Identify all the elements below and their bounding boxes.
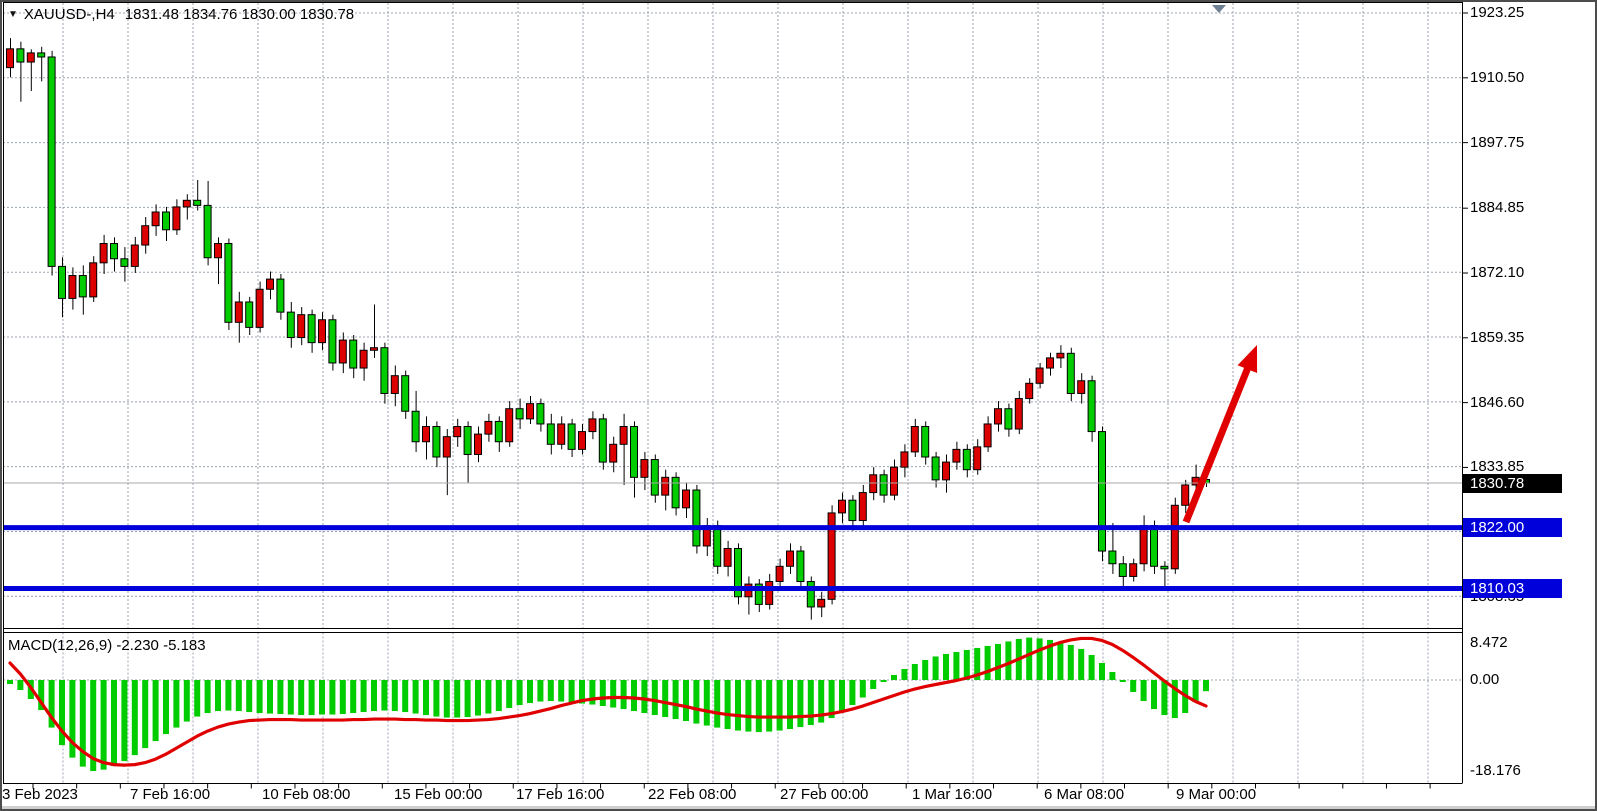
support-level-badge-1810: 1810.03 bbox=[1463, 578, 1562, 598]
window-border-bottom bbox=[0, 809, 1597, 811]
time-axis[interactable] bbox=[0, 784, 1597, 806]
chart-title-ohlc: 1831.48 1834.76 1830.00 1830.78 bbox=[124, 6, 355, 23]
window-border-right bbox=[1595, 0, 1597, 811]
window-border-left bbox=[0, 0, 2, 811]
window-resize-strip bbox=[0, 806, 1597, 809]
symbol-marker-icon: ▼ bbox=[8, 9, 18, 20]
support-level-badge-1822: 1822.00 bbox=[1463, 518, 1562, 538]
bid-price-badge: 1830.78 bbox=[1463, 473, 1562, 493]
chart-title: ▼ XAUUSD-,H4 1831.48 1834.76 1830.00 1830.… bbox=[8, 6, 354, 23]
price-axis[interactable] bbox=[1463, 2, 1597, 783]
price-chart-panel[interactable] bbox=[3, 2, 1462, 629]
macd-indicator-label: MACD(12,26,9) -2.230 -5.183 bbox=[8, 637, 206, 654]
chart-title-symbol: XAUUSD-,H4 bbox=[23, 6, 115, 23]
macd-panel[interactable] bbox=[3, 632, 1462, 783]
window-border-top bbox=[0, 0, 1597, 2]
